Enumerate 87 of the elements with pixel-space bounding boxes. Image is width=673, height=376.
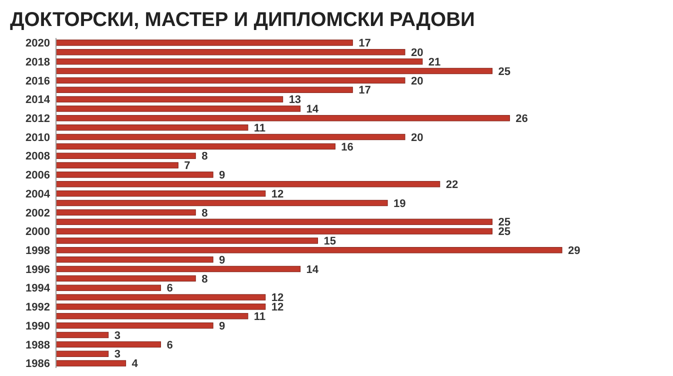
bar	[56, 341, 161, 348]
bar	[56, 152, 196, 159]
data-label: 3	[114, 330, 120, 342]
bar	[56, 256, 214, 263]
y-tick-label: 1998	[26, 244, 50, 257]
data-label: 14	[306, 104, 320, 116]
bar	[56, 58, 423, 65]
y-tick-label: 1996	[26, 264, 50, 276]
data-label: 7	[184, 160, 190, 172]
bar	[56, 181, 440, 188]
bar	[56, 86, 353, 93]
bar	[56, 200, 388, 206]
y-tick-label: 2006	[26, 170, 50, 182]
data-label: 15	[324, 236, 336, 248]
bar	[56, 106, 301, 112]
y-tick-label: 1988	[26, 339, 50, 352]
data-label: 6	[166, 282, 173, 295]
bar	[56, 322, 214, 329]
data-label: 22	[446, 178, 458, 191]
data-label: 16	[341, 141, 354, 154]
data-label: 20	[410, 132, 424, 144]
y-tick-label: 2008	[26, 150, 50, 163]
y-tick-label: 2004	[26, 188, 51, 200]
data-label: 12	[271, 302, 284, 314]
data-label: 14	[306, 264, 320, 276]
bar	[56, 304, 266, 310]
data-label: 9	[219, 320, 226, 332]
data-label: 17	[358, 84, 371, 97]
data-label: 8	[202, 150, 208, 163]
bar	[56, 209, 196, 216]
data-label: 8	[202, 207, 208, 220]
y-tick-label: 2018	[26, 56, 50, 68]
bar	[56, 313, 248, 320]
data-label: 17	[358, 38, 371, 50]
data-label: 9	[219, 170, 226, 182]
y-tick-label: 1990	[26, 320, 50, 332]
y-tick-label: 2002	[26, 207, 50, 220]
y-tick-label: 2010	[26, 132, 50, 144]
data-label: 12	[271, 188, 284, 200]
bar	[56, 360, 126, 366]
data-label: 20	[410, 75, 424, 88]
data-label: 25	[498, 226, 510, 238]
bar	[56, 284, 161, 291]
y-tick-label: 2012	[26, 112, 50, 125]
bar	[56, 172, 214, 178]
y-tick-label: 1994	[26, 282, 51, 295]
bar	[56, 49, 406, 56]
data-label: 3	[114, 348, 120, 361]
data-label: 19	[394, 198, 406, 210]
data-label: 25	[498, 66, 510, 78]
data-label: 11	[254, 122, 266, 134]
y-tick-label: 2020	[26, 38, 50, 50]
data-label: 8	[202, 273, 208, 286]
y-tick-label: 2014	[26, 94, 51, 106]
data-label: 29	[568, 244, 580, 257]
y-tick-label: 1986	[26, 358, 50, 370]
bar	[56, 350, 109, 357]
bar	[56, 190, 266, 197]
data-label: 11	[254, 310, 266, 323]
bar	[56, 68, 492, 74]
y-tick-label: 2000	[26, 226, 50, 238]
bar	[56, 332, 109, 338]
bar	[56, 247, 562, 254]
bar	[56, 124, 248, 131]
data-label: 4	[132, 358, 139, 370]
data-label: 26	[516, 112, 528, 125]
data-label: 6	[166, 339, 173, 352]
data-label: 20	[410, 46, 424, 59]
data-label: 13	[288, 94, 302, 106]
y-tick-label: 2016	[26, 75, 50, 88]
data-label: 9	[219, 254, 226, 266]
bar	[56, 218, 492, 225]
data-label: 21	[428, 56, 441, 68]
bar	[56, 275, 196, 282]
bar	[56, 77, 406, 84]
chart-title: ДОКТОРСКИ, МАСТЕР И ДИПЛОМСКИ РАДОВИ	[10, 9, 475, 31]
bar	[56, 266, 301, 272]
bar	[56, 96, 284, 102]
bar	[56, 40, 353, 46]
bar	[56, 238, 318, 244]
bar	[56, 162, 178, 168]
bar	[56, 143, 336, 150]
bar	[56, 294, 266, 300]
y-tick-label: 1992	[26, 302, 50, 314]
bar	[56, 134, 406, 140]
bar	[56, 115, 510, 122]
bar	[56, 228, 492, 234]
